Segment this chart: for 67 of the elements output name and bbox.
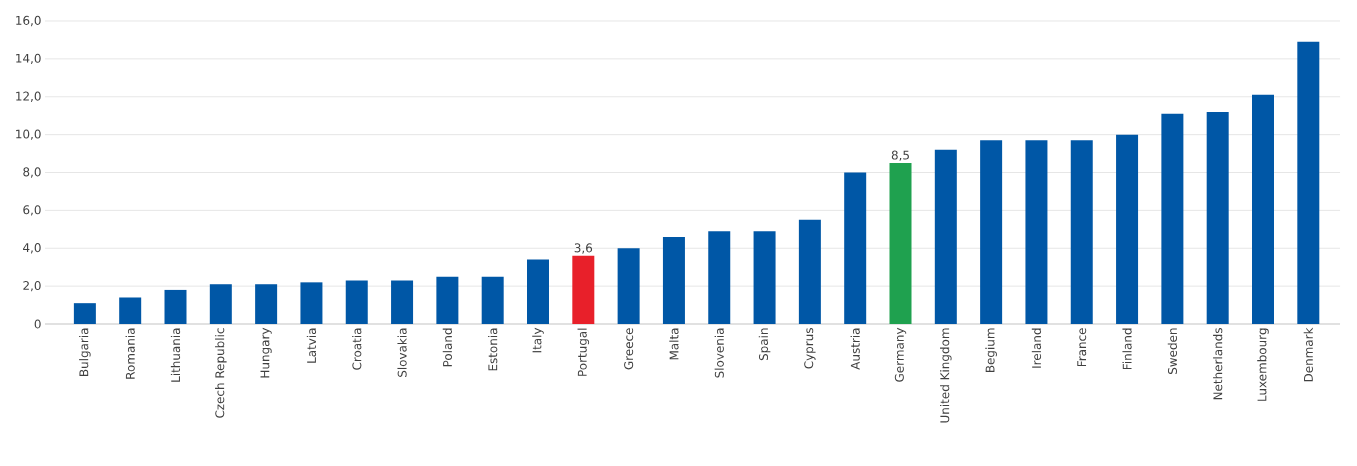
bar xyxy=(391,280,414,324)
x-tick-label: Germany xyxy=(894,327,907,382)
x-tick-label: Hungary xyxy=(260,327,272,378)
bar xyxy=(345,280,368,324)
bar xyxy=(889,163,912,324)
bar xyxy=(662,236,685,324)
x-tick-label: Bulgaria xyxy=(79,328,91,376)
bar xyxy=(572,255,595,324)
data-label: 3,6 xyxy=(574,243,593,254)
bar xyxy=(73,303,96,324)
bar xyxy=(300,282,323,324)
x-tick-label: United Kingdom xyxy=(940,328,952,423)
x-tick-label: Cyprus xyxy=(804,328,816,369)
y-tick-label: 4,0 xyxy=(23,243,41,254)
bar xyxy=(753,231,776,324)
bar xyxy=(1025,140,1048,324)
bar xyxy=(209,284,232,324)
x-tick-label: Latvia xyxy=(306,328,317,363)
x-tick-label: Luxembourg xyxy=(1257,328,1269,401)
x-tick-label: Greece xyxy=(624,328,634,370)
x-tick-label: Spain xyxy=(758,328,771,361)
bar xyxy=(844,172,867,324)
bar xyxy=(119,297,142,324)
x-tick-label: Croatia xyxy=(352,328,362,370)
bar xyxy=(1116,134,1139,324)
x-tick-label: Ireland xyxy=(1031,328,1042,368)
x-tick-label: Slovakia xyxy=(397,328,407,377)
x-tick-label: Netherlands xyxy=(1213,328,1223,400)
y-tick-label: 16,0 xyxy=(16,15,41,27)
x-tick-label: Portugal xyxy=(577,328,590,376)
x-tick-label: Czech Republic xyxy=(215,328,227,418)
x-tick-label: Lithuania xyxy=(170,328,181,382)
x-tick-label: Finland xyxy=(1122,328,1132,370)
y-tick-label: 14,0 xyxy=(16,53,41,65)
y-tick-label: 8,0 xyxy=(23,167,41,178)
bar xyxy=(164,289,187,324)
x-tick-label: Begium xyxy=(985,328,997,373)
bar xyxy=(481,276,504,324)
bar xyxy=(980,140,1003,324)
y-tick-label: 12,0 xyxy=(16,91,41,102)
bar xyxy=(1206,111,1229,324)
x-tick-label: Austria xyxy=(850,328,860,370)
y-tick-label: 0 xyxy=(34,319,41,329)
bar xyxy=(1297,41,1320,324)
bar xyxy=(708,231,731,324)
bar xyxy=(1252,94,1274,324)
x-tick-label: Poland xyxy=(442,328,452,367)
data-label: 8,5 xyxy=(891,150,909,161)
x-tick-label: Malta xyxy=(669,328,679,360)
bar xyxy=(934,149,957,324)
x-tick-label: Slovenia xyxy=(714,328,724,378)
y-tick-label: 10,0 xyxy=(16,129,41,140)
x-tick-label: Sweden xyxy=(1167,328,1177,374)
bar xyxy=(255,284,278,324)
bar xyxy=(798,219,821,324)
bar xyxy=(1070,140,1093,324)
x-tick-label: Denmark xyxy=(1303,327,1313,382)
x-tick-label: France xyxy=(1077,328,1087,367)
x-tick-label: Italy xyxy=(532,327,544,353)
y-tick-label: 6,0 xyxy=(23,205,41,216)
bar xyxy=(527,259,549,324)
x-tick-label: Estonia xyxy=(488,328,498,371)
x-tick-label: Romania xyxy=(125,328,135,379)
bar xyxy=(436,276,459,324)
bar xyxy=(1161,113,1184,324)
y-tick-label: 2,0 xyxy=(23,280,41,292)
bar xyxy=(617,248,640,324)
